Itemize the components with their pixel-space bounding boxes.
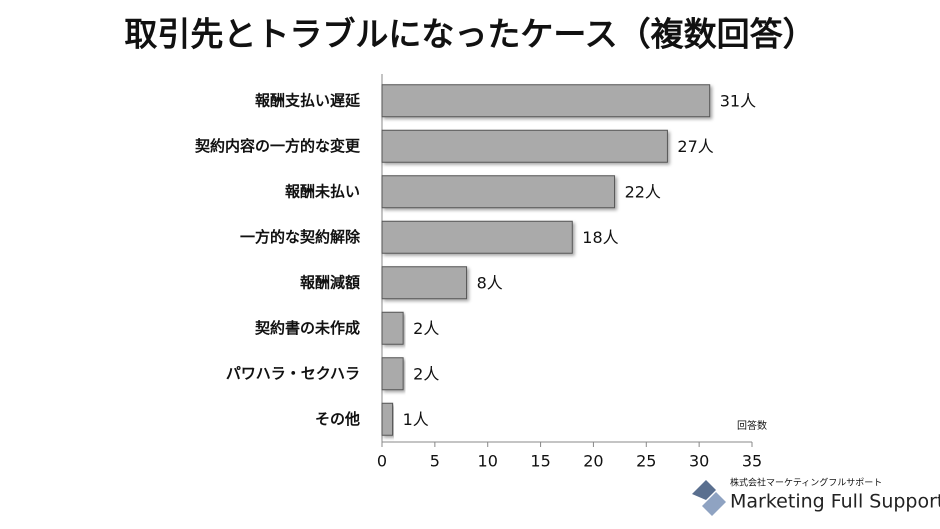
logo: 株式会社マーケティングフルサポート Marketing Full Support: [692, 477, 940, 516]
value-label: 18人: [582, 228, 618, 247]
category-label: 契約書の未作成: [254, 319, 360, 337]
bar: [381, 220, 573, 254]
logo-company: 株式会社マーケティングフルサポート: [730, 477, 882, 489]
bar: [381, 129, 668, 163]
chart-title: 取引先とトラブルになったケース（複数回答）: [124, 15, 815, 54]
bar: [381, 175, 616, 209]
bar: [381, 402, 394, 436]
category-label: パワハラ・セクハラ: [226, 364, 360, 382]
category-label: 契約内容の一方的な変更: [194, 137, 361, 155]
axis-label: 回答数: [737, 419, 767, 432]
category-label: 一方的な契約解除: [240, 228, 361, 246]
logo-icon: [702, 492, 726, 516]
x-tick-label: 0: [377, 452, 387, 471]
logo-icon: [692, 480, 716, 500]
value-label: 2人: [413, 364, 439, 383]
x-tick-label: 5: [430, 452, 440, 471]
value-label: 31人: [720, 91, 756, 110]
x-tick-label: 20: [583, 452, 603, 471]
bar: [381, 84, 711, 118]
category-label: 報酬減額: [300, 273, 360, 291]
value-label: 2人: [413, 319, 439, 338]
logo-brand: Marketing Full Support: [730, 491, 940, 513]
category-label: 報酬支払い遅延: [255, 91, 361, 109]
category-label: その他: [315, 410, 360, 428]
x-tick-label: 30: [689, 452, 709, 471]
bar: [381, 357, 404, 391]
value-label: 27人: [677, 137, 713, 156]
x-tick-label: 35: [742, 452, 762, 471]
value-label: 22人: [625, 182, 661, 201]
category-label: 報酬未払い: [285, 182, 360, 200]
x-tick-label: 15: [530, 452, 550, 471]
value-label: 8人: [477, 273, 503, 292]
value-label: 1人: [403, 410, 429, 429]
bar: [381, 311, 404, 345]
bar: [381, 266, 468, 300]
x-tick-label: 10: [478, 452, 498, 471]
x-tick-label: 25: [636, 452, 656, 471]
